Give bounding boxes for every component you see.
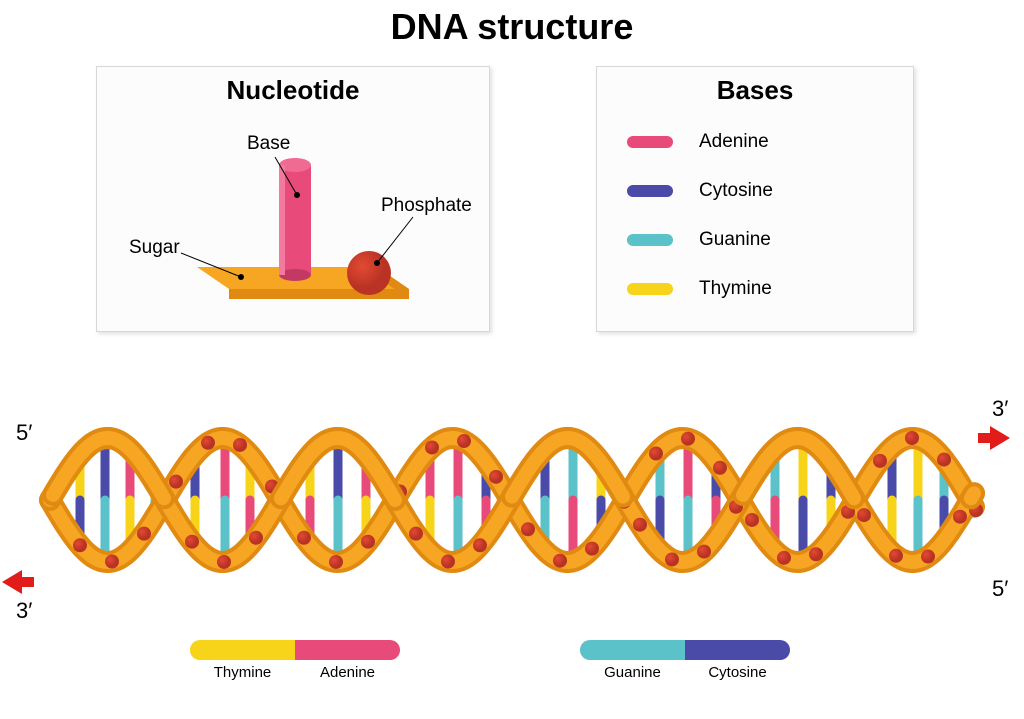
pair-label-right: Adenine xyxy=(295,664,400,681)
pair-half-left xyxy=(580,640,685,660)
pair-legend-guanine-cytosine: Guanine Cytosine xyxy=(580,640,790,681)
dna-helix-diagram xyxy=(0,0,1024,719)
pair-label-left: Thymine xyxy=(190,664,295,681)
pair-bar xyxy=(580,640,790,660)
pair-half-right xyxy=(685,640,790,660)
pair-bar xyxy=(190,640,400,660)
pair-legend-thymine-adenine: Thymine Adenine xyxy=(190,640,400,681)
pair-half-left xyxy=(190,640,295,660)
pair-label-left: Guanine xyxy=(580,664,685,681)
pair-half-right xyxy=(295,640,400,660)
pair-label-right: Cytosine xyxy=(685,664,790,681)
